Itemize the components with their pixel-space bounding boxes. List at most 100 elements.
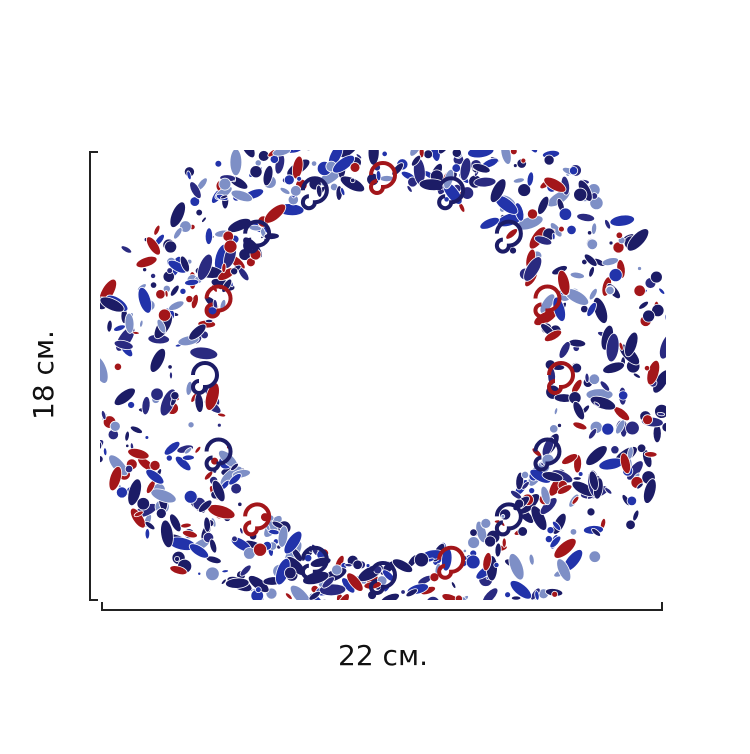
ornament-piece xyxy=(410,150,417,151)
ornament-piece xyxy=(566,224,577,236)
ornament-piece xyxy=(588,428,598,440)
ornament-piece xyxy=(150,272,157,279)
ornament-piece xyxy=(188,543,209,559)
ornament-piece xyxy=(502,131,511,140)
ornament-piece xyxy=(478,617,486,627)
ornament-piece xyxy=(376,120,389,133)
ornament-piece xyxy=(558,225,565,233)
ornament-piece xyxy=(189,181,202,200)
ornament-piece xyxy=(454,594,463,600)
ornament-piece xyxy=(601,422,615,436)
ornament-piece xyxy=(230,267,239,276)
ornament-piece xyxy=(329,126,335,132)
ornament-piece xyxy=(188,323,207,341)
ornament-piece xyxy=(373,137,378,145)
ornament-piece xyxy=(108,465,123,492)
ornament-piece xyxy=(382,617,390,625)
ornament-piece xyxy=(500,514,506,519)
ornament-piece xyxy=(100,455,104,464)
ornament-piece xyxy=(510,595,522,600)
ornament-piece xyxy=(526,171,535,187)
ornament-piece xyxy=(553,537,577,559)
ornament-piece xyxy=(482,136,485,139)
ornament-piece xyxy=(181,454,195,461)
ornament-piece xyxy=(230,462,239,472)
ornament-piece xyxy=(132,331,140,335)
ornament-piece xyxy=(543,176,567,193)
ornament-piece xyxy=(453,125,462,130)
ornament-piece xyxy=(583,253,598,267)
ornament-piece xyxy=(393,611,407,621)
ornament-piece xyxy=(642,309,656,323)
ornament-piece xyxy=(290,113,311,143)
ornament-piece xyxy=(551,232,556,241)
ornament-piece xyxy=(334,611,357,629)
ornament-piece xyxy=(284,566,297,580)
ornament-piece xyxy=(509,246,517,255)
ornament-piece xyxy=(451,144,454,147)
ornament-piece xyxy=(619,452,631,475)
ornament-piece xyxy=(556,558,572,582)
ornament-scroll xyxy=(369,561,397,595)
ornament-piece xyxy=(197,253,213,281)
ornament-piece xyxy=(618,390,629,401)
ornament-piece xyxy=(291,119,296,124)
ornament-piece xyxy=(384,603,403,620)
ornament-piece xyxy=(216,422,222,428)
ornament-piece xyxy=(272,150,292,157)
ornament-piece xyxy=(465,618,475,635)
ornament-piece xyxy=(164,240,178,254)
dimension-lines xyxy=(89,151,663,611)
ornament-piece xyxy=(149,281,158,289)
ornament-piece xyxy=(523,256,543,282)
ornament-piece xyxy=(255,586,262,594)
ornament-piece xyxy=(493,561,500,569)
ornament-piece xyxy=(439,630,442,636)
ornament-piece xyxy=(588,550,602,563)
ornament-piece xyxy=(553,407,559,416)
ornament-piece xyxy=(576,212,596,223)
ornament-piece xyxy=(336,593,350,600)
ornament-piece xyxy=(502,131,525,152)
ornament-piece xyxy=(157,308,172,322)
ornament-piece xyxy=(203,516,211,533)
ornament-piece xyxy=(291,155,304,180)
ornament-piece xyxy=(197,571,202,576)
ornament-piece xyxy=(526,208,539,220)
ornament-piece xyxy=(482,552,492,572)
ornament-piece xyxy=(520,601,529,610)
ornament-piece xyxy=(144,435,150,440)
ornament-piece xyxy=(643,451,658,458)
ornament-piece xyxy=(480,517,492,529)
ornament-piece xyxy=(153,224,161,236)
ornament-piece xyxy=(332,132,343,143)
ornament-piece xyxy=(585,445,608,466)
ornament-piece xyxy=(381,150,388,158)
ornament-piece xyxy=(625,420,640,436)
ornament-piece xyxy=(467,150,495,159)
ornament-piece xyxy=(100,296,125,313)
ornament-piece xyxy=(625,519,636,531)
ornament-piece xyxy=(204,227,213,245)
ornament-piece xyxy=(174,555,181,562)
ornament-piece xyxy=(659,333,666,360)
ornament-piece xyxy=(517,526,528,537)
ornament-piece xyxy=(591,527,602,537)
ornament-piece xyxy=(149,347,166,373)
ornament-piece xyxy=(165,454,173,462)
ornament-piece xyxy=(194,445,202,454)
ornament-piece xyxy=(369,137,376,145)
ornament-piece xyxy=(480,119,493,132)
ornament-piece xyxy=(237,501,243,507)
ornament-piece xyxy=(605,285,615,296)
ornament-piece xyxy=(230,189,253,203)
ornament-piece xyxy=(344,563,353,568)
ornament-piece xyxy=(209,538,218,554)
ornament-piece xyxy=(169,371,173,380)
ornament-piece xyxy=(588,470,599,491)
ornament-piece xyxy=(673,385,686,398)
ornament-piece xyxy=(643,478,657,504)
ornament-piece xyxy=(370,611,380,631)
ornament-piece xyxy=(589,395,617,411)
ornament-piece xyxy=(405,588,419,598)
